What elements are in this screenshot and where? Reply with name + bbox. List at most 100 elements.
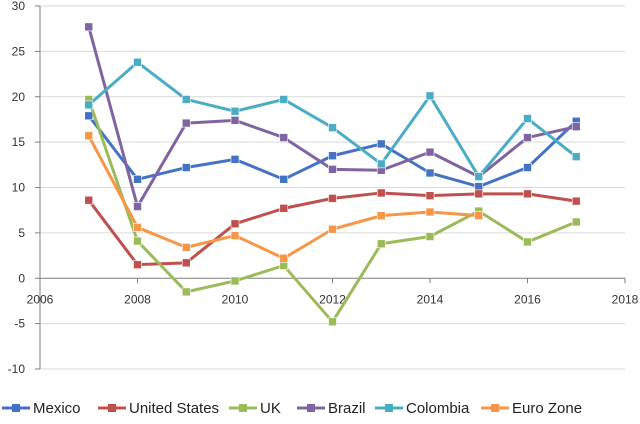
data-point <box>328 123 337 132</box>
data-point <box>571 196 581 206</box>
data-point <box>474 172 484 181</box>
legend-label: Colombia <box>406 400 470 417</box>
data-point <box>181 95 191 104</box>
data-series <box>84 22 581 327</box>
legend-item: Colombia <box>375 400 470 417</box>
y-axis-tick-labels: -10 -5 0 5 10 15 20 25 30 <box>8 0 26 376</box>
data-point <box>376 139 386 149</box>
x-tick-label: 2016 <box>514 292 541 306</box>
legend-item: United States <box>98 400 219 417</box>
legend-item: Mexico <box>2 400 81 417</box>
data-point <box>133 175 142 184</box>
data-point <box>523 114 532 123</box>
data-point <box>328 224 337 234</box>
data-point <box>425 191 435 200</box>
y-tick-label: 0 <box>18 271 25 285</box>
x-tick-label: 2006 <box>27 292 54 306</box>
data-point <box>279 175 289 184</box>
data-point <box>181 163 191 172</box>
data-point <box>425 147 435 157</box>
y-tick-label: -10 <box>8 362 26 376</box>
legend-marker-swatch <box>12 404 20 412</box>
y-tick-label: 10 <box>12 181 26 195</box>
x-tick-label: 2012 <box>319 292 346 306</box>
data-point <box>328 165 337 174</box>
data-point <box>230 231 240 240</box>
data-point <box>230 106 240 116</box>
data-point <box>279 95 289 104</box>
data-point <box>133 236 142 246</box>
legend-label: Mexico <box>33 400 81 417</box>
legend-marker-swatch <box>491 404 499 412</box>
data-point <box>133 223 142 232</box>
data-point <box>376 159 386 169</box>
series-colombia <box>84 57 581 181</box>
data-point <box>230 219 240 229</box>
data-point <box>230 116 240 125</box>
data-point <box>279 204 289 213</box>
data-point <box>425 168 435 178</box>
data-point <box>279 133 289 142</box>
data-point <box>84 111 94 121</box>
legend-item: UK <box>229 400 281 417</box>
data-point <box>376 239 386 249</box>
data-point <box>181 287 191 297</box>
data-point <box>230 155 240 164</box>
series-line <box>87 98 577 324</box>
x-tick-label: 2018 <box>612 292 639 306</box>
data-point <box>84 195 94 205</box>
data-point <box>474 211 484 220</box>
data-point <box>279 261 289 270</box>
legend-marker-swatch <box>385 404 393 412</box>
series-euro-zone <box>84 131 484 263</box>
data-point <box>571 217 581 227</box>
series-united-states <box>84 188 581 269</box>
legend-marker-swatch <box>239 404 247 412</box>
data-point <box>376 211 386 220</box>
data-point <box>523 237 532 247</box>
data-point <box>523 163 532 172</box>
data-point <box>133 202 142 211</box>
data-point <box>328 151 337 161</box>
legend-label: United States <box>129 400 219 417</box>
data-point <box>571 122 581 131</box>
data-point <box>84 100 94 110</box>
data-point <box>181 258 191 268</box>
data-point <box>230 276 240 286</box>
data-point <box>328 194 337 203</box>
x-tick-label: 2014 <box>417 292 444 306</box>
data-point <box>181 118 191 128</box>
data-point <box>523 189 532 199</box>
y-tick-label: 20 <box>12 90 26 104</box>
x-tick-label: 2008 <box>124 292 151 306</box>
data-point <box>133 260 142 269</box>
data-point <box>474 189 484 199</box>
legend-item: Brazil <box>297 400 366 417</box>
data-point <box>425 207 435 217</box>
y-tick-label: -5 <box>14 317 25 331</box>
legend-item: Euro Zone <box>481 400 582 417</box>
legend-marker-swatch <box>307 404 315 412</box>
x-axis-tick-labels: 2006 2008 2010 2012 2014 2016 2018 <box>27 292 639 306</box>
data-point <box>328 317 337 327</box>
data-point <box>84 131 94 141</box>
data-point <box>425 91 435 101</box>
data-point <box>376 188 386 198</box>
legend-label: UK <box>260 400 281 417</box>
series-mexico <box>84 111 581 191</box>
data-point <box>133 57 142 67</box>
data-point <box>571 152 581 161</box>
grid-lines <box>40 5 625 370</box>
data-point <box>474 182 484 191</box>
data-point <box>279 253 289 263</box>
legend-label: Brazil <box>328 400 366 417</box>
series-line <box>87 26 577 209</box>
y-tick-label: 15 <box>12 135 26 149</box>
legend: Mexico United States UK Brazil Colombia Euro … <box>2 400 582 417</box>
y-tick-label: 30 <box>12 0 26 13</box>
series-uk <box>84 95 581 327</box>
y-tick-label: 25 <box>12 44 26 58</box>
data-point <box>425 232 435 241</box>
legend-label: Euro Zone <box>512 400 582 417</box>
